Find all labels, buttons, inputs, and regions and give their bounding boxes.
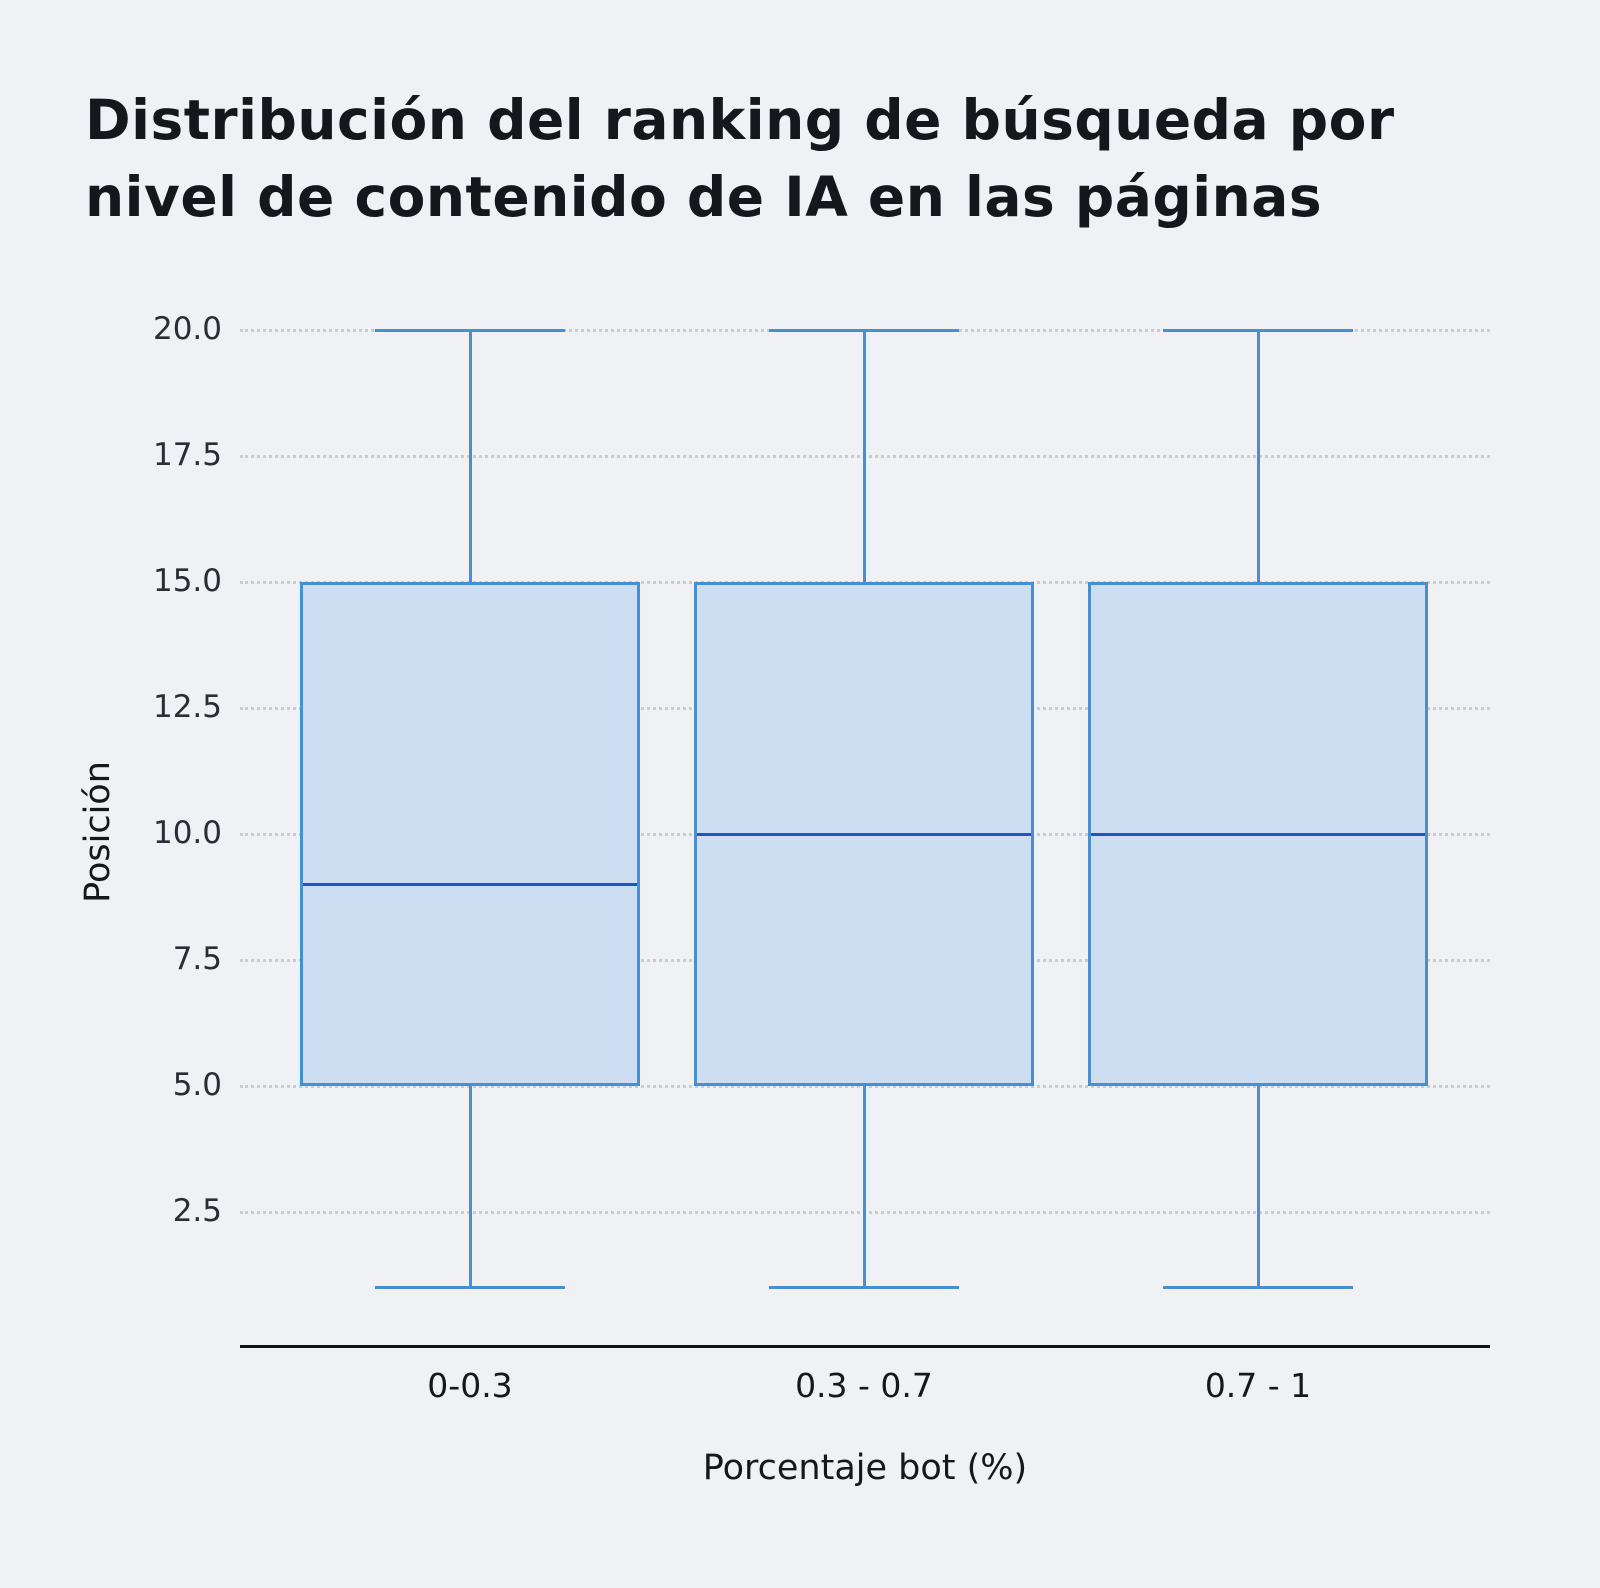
chart-title: Distribución del ranking de búsqueda por… bbox=[85, 88, 1395, 229]
x-axis-line bbox=[240, 1345, 1490, 1348]
whisker-line-lower bbox=[862, 1086, 866, 1288]
whisker-cap-top bbox=[769, 328, 959, 332]
whisker-line-lower bbox=[1256, 1086, 1260, 1288]
whisker-cap-top bbox=[1163, 328, 1353, 332]
y-tick-label: 5.0 bbox=[172, 1067, 222, 1103]
x-tick-label: 0.7 - 1 bbox=[1204, 1366, 1312, 1405]
whisker-line-upper bbox=[468, 330, 472, 582]
whisker-cap-top bbox=[375, 328, 565, 332]
whisker-line-upper bbox=[1256, 330, 1260, 582]
y-tick-label: 12.5 bbox=[152, 689, 222, 725]
x-tick-label: 0.3 - 0.7 bbox=[795, 1366, 933, 1405]
x-tick-label: 0-0.3 bbox=[427, 1366, 513, 1405]
y-tick-label: 17.5 bbox=[152, 437, 222, 473]
whisker-cap-bottom bbox=[375, 1286, 565, 1290]
whisker-line-lower bbox=[468, 1086, 472, 1288]
y-tick-label: 15.0 bbox=[152, 563, 222, 599]
y-tick-label: 7.5 bbox=[172, 941, 222, 977]
y-tick-label: 10.0 bbox=[152, 815, 222, 851]
median-line bbox=[303, 882, 637, 886]
median-line bbox=[697, 832, 1031, 836]
whisker-line-upper bbox=[862, 330, 866, 582]
whisker-cap-bottom bbox=[769, 1286, 959, 1290]
y-tick-label: 2.5 bbox=[172, 1193, 222, 1229]
median-line bbox=[1091, 832, 1425, 836]
whisker-cap-bottom bbox=[1163, 1286, 1353, 1290]
y-tick-label: 20.0 bbox=[152, 311, 222, 347]
x-axis-title: Porcentaje bot (%) bbox=[702, 1448, 1028, 1488]
box-iqr bbox=[300, 582, 640, 1086]
